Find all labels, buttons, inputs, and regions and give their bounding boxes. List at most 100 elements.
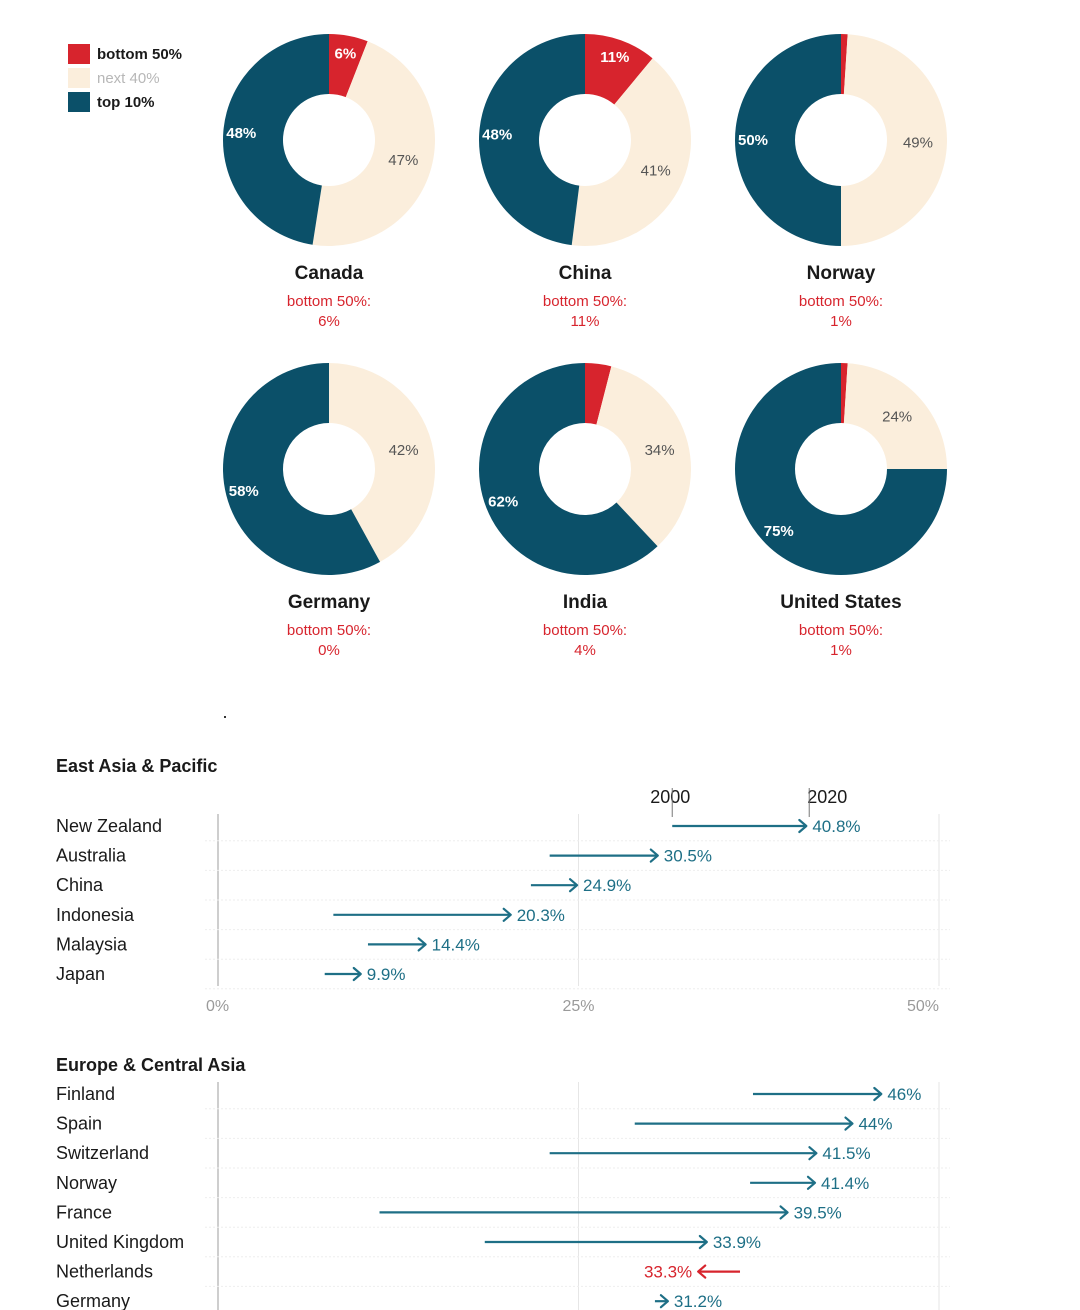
- donut-slice-label: 48%: [226, 125, 256, 142]
- donut-country-name: United States: [780, 592, 901, 613]
- donut-caption-value: 4%: [574, 642, 596, 659]
- donut-caption-prefix: bottom 50%:: [799, 293, 883, 310]
- change-arrow-head: [417, 937, 427, 952]
- donut-india: 34% 62% India bottom 50%: 4%: [479, 362, 692, 659]
- legend-item-top-10: top 10%: [68, 90, 182, 114]
- legend-item-bottom-50: bottom 50%: [68, 42, 182, 66]
- row-france: France 39.5%: [56, 1202, 950, 1228]
- donut-slice-label: 75%: [764, 523, 794, 540]
- country-label: France: [56, 1202, 112, 1222]
- value-label: 30.5%: [664, 847, 712, 866]
- donut-slice-bottom-50: [841, 362, 848, 424]
- value-label: 24.9%: [583, 876, 631, 895]
- country-label: Norway: [56, 1173, 117, 1193]
- donut-slice-next-40: [596, 366, 692, 547]
- donut-country-name: Canada: [295, 263, 364, 284]
- x-tick-label: 25%: [562, 998, 594, 1015]
- value-label: 40.8%: [812, 817, 860, 836]
- change-arrow-head: [352, 966, 362, 982]
- donut-country-name: Germany: [288, 592, 371, 613]
- country-label: Germany: [56, 1291, 130, 1310]
- legend-label: next 40%: [97, 69, 160, 87]
- donut-slice-label: 58%: [229, 483, 259, 500]
- stray-dot: [224, 716, 226, 718]
- x-tick-label: 0%: [206, 998, 229, 1015]
- change-arrow-head: [779, 1205, 789, 1220]
- change-arrow-head: [697, 1264, 707, 1279]
- row-netherlands: Netherlands 33.3%: [56, 1262, 950, 1287]
- x-tick-label: 50%: [907, 998, 939, 1015]
- row-new-zealand: New Zealand 40.8%: [56, 816, 950, 842]
- donut-slice-next-40: [329, 363, 435, 562]
- donut-slice-label: 6%: [334, 46, 356, 63]
- donut-country-name: India: [563, 592, 608, 613]
- donut-slice-top-10: [479, 363, 658, 575]
- legend-swatch-bottom: [68, 44, 90, 64]
- donut-slice-label: 41%: [641, 163, 671, 180]
- donut-slice-top-10: [735, 363, 947, 575]
- donut-slice-top-10: [735, 34, 841, 246]
- donut-germany: 42% 58% Germany bottom 50%: 0%: [222, 363, 435, 659]
- legend-swatch-top: [68, 92, 90, 112]
- donut-slice-next-40: [571, 58, 691, 247]
- year-label-end: 2020: [807, 787, 847, 807]
- region-title: Europe & Central Asia: [56, 1055, 246, 1075]
- country-label: Malaysia: [56, 934, 128, 954]
- value-label: 31.2%: [674, 1292, 722, 1310]
- value-label: 41.5%: [822, 1144, 870, 1163]
- donut-slice-top-10: [222, 363, 381, 575]
- value-label: 9.9%: [367, 965, 406, 984]
- donut-slice-label: 49%: [903, 134, 933, 151]
- country-label: Spain: [56, 1114, 102, 1134]
- country-label: Switzerland: [56, 1143, 149, 1163]
- value-label: 33.9%: [713, 1233, 761, 1252]
- donut-caption-value: 1%: [830, 642, 852, 659]
- change-arrow-head: [873, 1086, 883, 1102]
- donut-slice-bottom-50: [329, 34, 368, 98]
- donut-caption-prefix: bottom 50%:: [543, 293, 627, 310]
- row-japan: Japan 9.9%: [56, 964, 950, 990]
- country-label: Japan: [56, 964, 105, 984]
- donut-slice-label: 34%: [645, 442, 675, 459]
- change-arrow-head: [798, 818, 808, 834]
- donut-country-name: China: [559, 263, 612, 284]
- change-arrow-head: [698, 1234, 708, 1250]
- legend: bottom 50% next 40% top 10%: [68, 42, 182, 114]
- donut-slice-bottom-50: [841, 34, 848, 95]
- donut-slice-next-40: [841, 34, 947, 246]
- donut-slice-label: 62%: [488, 493, 518, 510]
- donut-country-name: Norway: [807, 263, 876, 284]
- row-switzerland: Switzerland 41.5%: [56, 1143, 950, 1169]
- country-label: United Kingdom: [56, 1232, 184, 1252]
- change-arrow-head: [808, 1146, 818, 1161]
- value-label: 46%: [887, 1085, 921, 1104]
- donut-caption-prefix: bottom 50%:: [287, 293, 371, 310]
- value-label: 33.3%: [644, 1263, 692, 1282]
- donut-slice-bottom-50: [585, 34, 653, 105]
- value-label: 20.3%: [517, 906, 565, 925]
- donut-slice-next-40: [312, 41, 436, 246]
- arrow-chart: East Asia & Pacific New Zealand 40.8% Austr…: [56, 756, 950, 1310]
- year-label-start: 2000: [650, 787, 690, 807]
- donut-slice-label: 11%: [600, 49, 629, 66]
- donut-charts: 6% 47% 48% Canada bottom 50%: 6% 11% 41% 48% Chin…: [222, 34, 948, 659]
- donut-caption-prefix: bottom 50%:: [287, 622, 371, 639]
- country-label: Netherlands: [56, 1262, 153, 1282]
- donut-united-states: 24% 75% United States bottom 50%: 1%: [735, 362, 948, 659]
- donut-slice-label: 42%: [389, 442, 419, 459]
- row-norway: Norway 41.4%: [56, 1173, 950, 1199]
- donut-slice-label: 47%: [388, 152, 418, 169]
- donut-canada: 6% 47% 48% Canada bottom 50%: 6%: [222, 34, 436, 330]
- donut-slice-top-10: [479, 34, 585, 246]
- donut-caption-value: 1%: [830, 313, 852, 330]
- legend-label: bottom 50%: [97, 45, 183, 63]
- row-malaysia: Malaysia 14.4%: [56, 934, 950, 960]
- row-china: China 24.9%: [56, 875, 950, 901]
- row-indonesia: Indonesia 20.3%: [56, 905, 950, 931]
- donut-slice-next-40: [843, 363, 948, 469]
- donut-slice-top-10: [222, 34, 329, 245]
- donut-norway: 49% 50% Norway bottom 50%: 1%: [735, 34, 947, 330]
- donut-china: 11% 41% 48% China bottom 50%: 11%: [479, 34, 691, 330]
- donut-caption-value: 6%: [318, 313, 340, 330]
